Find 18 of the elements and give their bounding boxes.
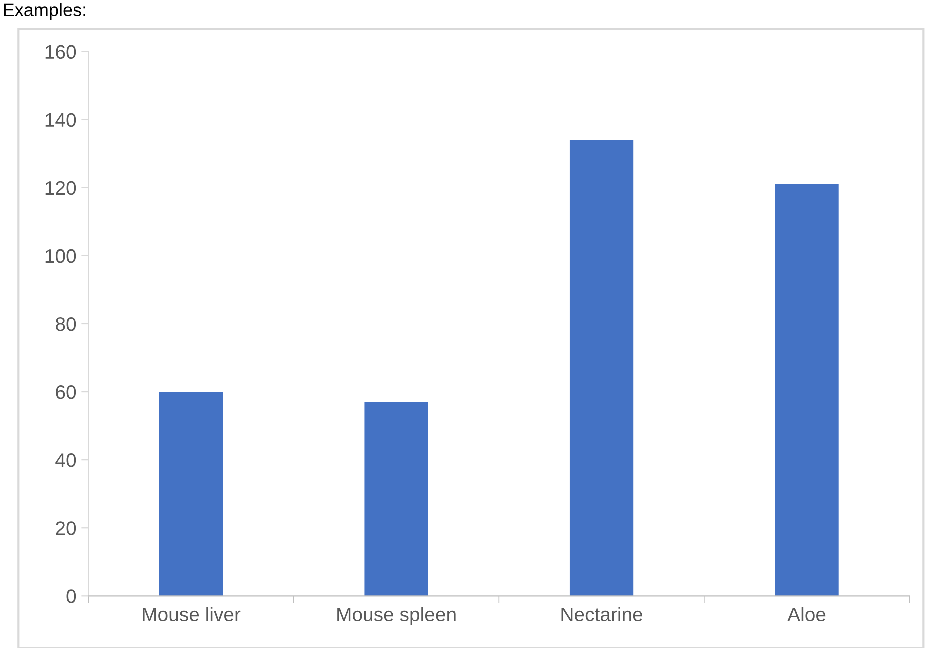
x-tick-label: Mouse liver (143, 607, 241, 622)
chart-title: Examples: (4, 3, 86, 20)
x-tick-label: Aloe (788, 607, 826, 622)
x-tick-label: Mouse spleen (338, 607, 456, 626)
y-tick-label: 80 (56, 317, 76, 332)
bar (775, 184, 839, 596)
bar (159, 392, 224, 596)
bar (364, 402, 428, 596)
y-tick-label: 20 (56, 522, 76, 536)
y-tick-label: 60 (56, 386, 76, 400)
y-tick-label: 40 (56, 454, 76, 468)
x-tick-label: Nectarine (562, 607, 643, 622)
y-tick-label: 100 (46, 249, 76, 264)
y-tick-label: 0 (66, 590, 76, 604)
bar (570, 140, 634, 596)
y-tick-label: 140 (46, 113, 76, 128)
y-tick-label: 120 (46, 181, 76, 196)
y-tick-label: 160 (46, 45, 76, 60)
